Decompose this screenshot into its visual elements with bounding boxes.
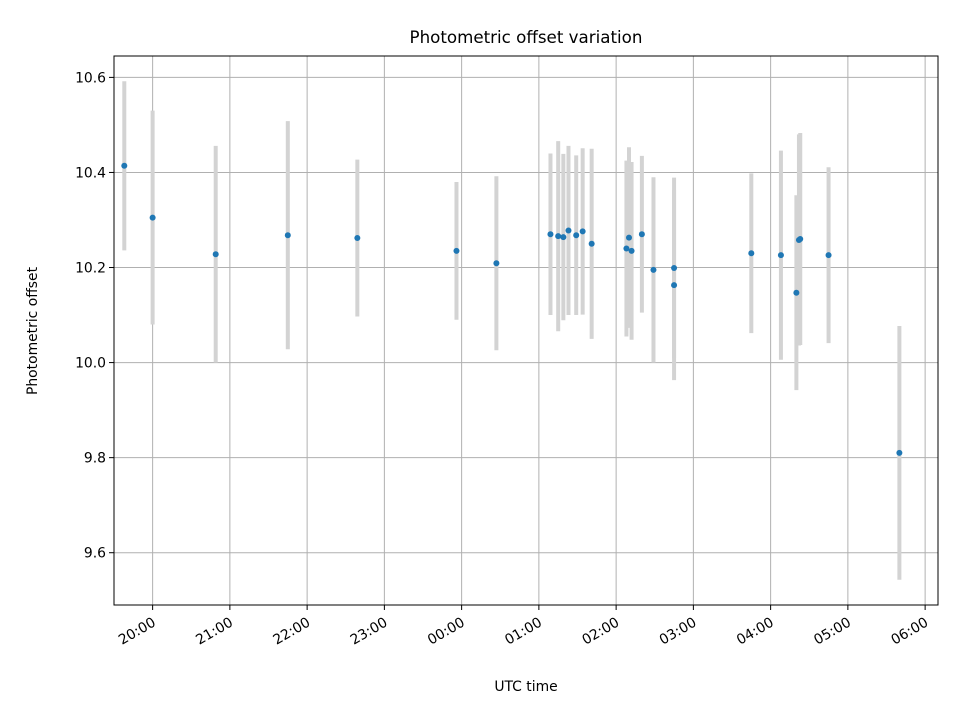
data-point	[212, 251, 219, 258]
y-tick-label: 10.2	[75, 261, 106, 277]
data-point	[565, 227, 572, 234]
data-point	[626, 234, 632, 241]
data-point	[547, 231, 554, 238]
x-axis-title: UTC time	[494, 679, 557, 695]
data-point	[650, 266, 657, 273]
y-tick-label: 10.6	[75, 70, 106, 86]
y-axis-title: Photometric offset	[25, 266, 41, 395]
y-tick-label: 10.4	[75, 165, 106, 181]
data-point	[896, 449, 903, 456]
data-point	[579, 228, 586, 235]
data-point	[748, 250, 755, 257]
data-point	[453, 247, 460, 254]
data-point	[623, 245, 630, 252]
data-point	[638, 231, 645, 238]
chart-title: Photometric offset variation	[410, 27, 643, 47]
data-point	[588, 240, 595, 247]
grid-layer	[114, 56, 938, 605]
data-point	[671, 282, 678, 289]
y-tick-label: 9.6	[84, 546, 106, 562]
data-point	[555, 233, 562, 240]
y-tick-label: 10.0	[75, 356, 106, 372]
data-point	[671, 264, 678, 271]
data-point	[797, 236, 804, 242]
y-tick-label: 9.8	[84, 451, 106, 467]
data-point	[493, 260, 500, 267]
data-point	[149, 214, 156, 221]
data-point	[573, 232, 580, 239]
data-point	[777, 252, 784, 259]
plot-frame	[113, 55, 939, 606]
data-point	[560, 234, 567, 241]
data-point	[354, 235, 361, 242]
point-layer	[121, 162, 903, 456]
data-point	[121, 162, 128, 169]
data-point	[793, 289, 800, 296]
data-point	[825, 252, 832, 259]
data-point	[628, 247, 635, 254]
data-point	[284, 232, 291, 239]
